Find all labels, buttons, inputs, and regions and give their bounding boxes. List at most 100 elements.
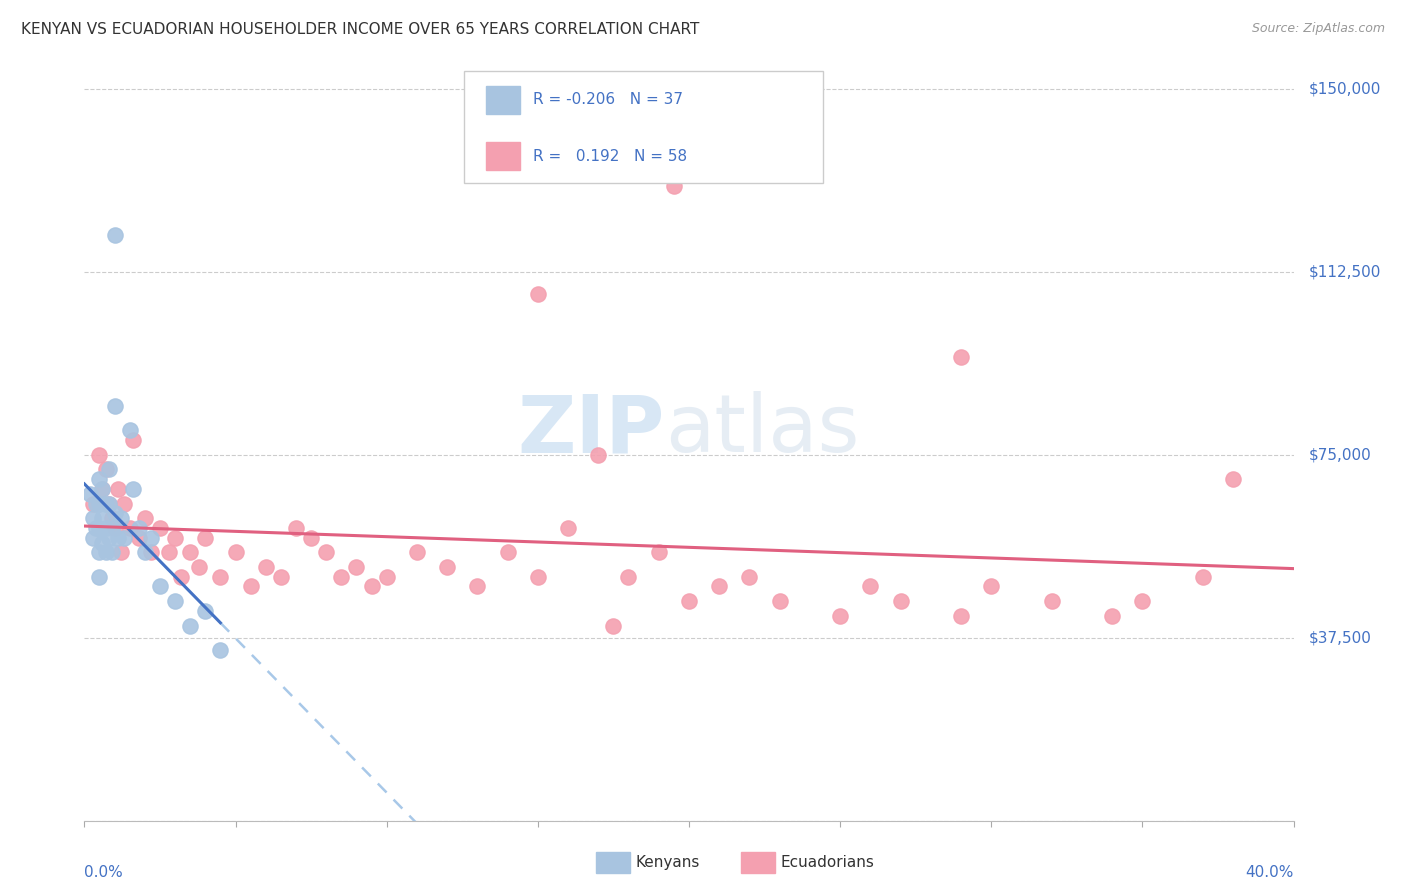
Text: $150,000: $150,000 bbox=[1309, 81, 1381, 96]
Point bbox=[526, 570, 548, 584]
Point bbox=[128, 521, 150, 535]
Point bbox=[254, 560, 277, 574]
Point bbox=[890, 594, 912, 608]
Point bbox=[86, 497, 108, 511]
Point bbox=[179, 545, 201, 559]
Point bbox=[82, 497, 104, 511]
Point bbox=[94, 545, 117, 559]
Point bbox=[97, 497, 120, 511]
Point bbox=[1191, 570, 1213, 584]
Point bbox=[709, 580, 731, 594]
Point bbox=[194, 604, 217, 618]
Point bbox=[107, 482, 129, 496]
Text: ZIP: ZIP bbox=[517, 392, 665, 469]
Point bbox=[163, 594, 186, 608]
Point bbox=[139, 545, 162, 559]
Point bbox=[121, 482, 143, 496]
Point bbox=[950, 350, 973, 364]
Point bbox=[89, 448, 111, 462]
Point bbox=[94, 497, 117, 511]
Point bbox=[128, 531, 150, 545]
Point bbox=[662, 179, 685, 194]
Point bbox=[91, 511, 114, 525]
Point bbox=[170, 570, 193, 584]
Point bbox=[104, 399, 127, 413]
Point bbox=[82, 531, 104, 545]
Point bbox=[299, 531, 322, 545]
Point bbox=[97, 462, 120, 476]
Point bbox=[112, 531, 135, 545]
Point bbox=[602, 618, 624, 632]
Text: $37,500: $37,500 bbox=[1309, 631, 1371, 645]
Point bbox=[467, 580, 489, 594]
Text: Kenyans: Kenyans bbox=[636, 855, 700, 870]
Text: $112,500: $112,500 bbox=[1309, 264, 1381, 279]
Point bbox=[678, 594, 700, 608]
Point bbox=[375, 570, 398, 584]
Text: 40.0%: 40.0% bbox=[1246, 864, 1294, 880]
Point bbox=[406, 545, 429, 559]
Point bbox=[94, 462, 117, 476]
Point bbox=[769, 594, 792, 608]
Point bbox=[1130, 594, 1153, 608]
Point bbox=[194, 531, 217, 545]
Point bbox=[100, 521, 122, 535]
Point bbox=[79, 487, 101, 501]
Point bbox=[104, 228, 127, 243]
Point bbox=[270, 570, 292, 584]
Point bbox=[91, 482, 114, 496]
Point bbox=[188, 560, 211, 574]
Point bbox=[157, 545, 180, 559]
Point bbox=[86, 521, 108, 535]
Text: R =   0.192   N = 58: R = 0.192 N = 58 bbox=[533, 149, 688, 163]
Point bbox=[112, 497, 135, 511]
Point bbox=[91, 482, 114, 496]
Point bbox=[89, 521, 111, 535]
Point bbox=[647, 545, 671, 559]
Text: R = -0.206   N = 37: R = -0.206 N = 37 bbox=[533, 93, 683, 107]
Point bbox=[94, 521, 117, 535]
Point bbox=[89, 472, 111, 486]
Point bbox=[110, 545, 132, 559]
Point bbox=[100, 511, 122, 525]
Point bbox=[89, 497, 111, 511]
Point bbox=[980, 580, 1002, 594]
Point bbox=[100, 545, 122, 559]
Point bbox=[830, 608, 852, 623]
Point bbox=[225, 545, 247, 559]
Point bbox=[179, 618, 201, 632]
Point bbox=[859, 580, 882, 594]
Point bbox=[139, 531, 162, 545]
Point bbox=[617, 570, 640, 584]
Text: Source: ZipAtlas.com: Source: ZipAtlas.com bbox=[1251, 22, 1385, 36]
Point bbox=[163, 531, 186, 545]
Point bbox=[738, 570, 761, 584]
Point bbox=[209, 643, 232, 657]
Point bbox=[588, 448, 610, 462]
Point bbox=[91, 535, 114, 549]
Point bbox=[97, 531, 120, 545]
Point bbox=[557, 521, 579, 535]
Point bbox=[1101, 608, 1123, 623]
Point bbox=[149, 521, 172, 535]
Point bbox=[82, 511, 104, 525]
Point bbox=[89, 545, 111, 559]
Point bbox=[315, 545, 337, 559]
Point bbox=[284, 521, 308, 535]
Point bbox=[118, 423, 141, 437]
Point bbox=[209, 570, 232, 584]
Point bbox=[134, 545, 156, 559]
Point bbox=[1222, 472, 1244, 486]
Point bbox=[950, 608, 973, 623]
Point bbox=[360, 580, 382, 594]
Point bbox=[110, 511, 132, 525]
Point bbox=[97, 497, 120, 511]
Point bbox=[104, 506, 127, 520]
Point bbox=[149, 580, 172, 594]
Point bbox=[239, 580, 262, 594]
Point bbox=[330, 570, 353, 584]
Point bbox=[1040, 594, 1063, 608]
Text: $75,000: $75,000 bbox=[1309, 447, 1371, 462]
Point bbox=[526, 286, 548, 301]
Point bbox=[134, 511, 156, 525]
